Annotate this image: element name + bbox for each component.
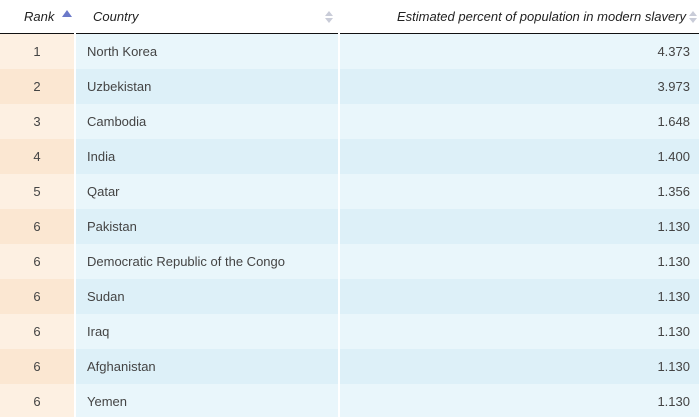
sort-ascending-icon[interactable] bbox=[62, 10, 73, 17]
sort-both-icon[interactable] bbox=[325, 10, 333, 23]
table-body: 1 North Korea 4.373 2 Uzbekistan 3.973 3… bbox=[0, 33, 699, 417]
percent-cell: 1.400 bbox=[339, 138, 699, 174]
table-row: 1 North Korea 4.373 bbox=[0, 33, 699, 69]
percent-cell: 1.130 bbox=[339, 208, 699, 244]
country-cell: India bbox=[75, 138, 340, 174]
table-row: 2 Uzbekistan 3.973 bbox=[0, 68, 699, 104]
country-cell: North Korea bbox=[75, 33, 340, 69]
table-row: 5 Qatar 1.356 bbox=[0, 173, 699, 209]
rank-cell: 2 bbox=[0, 68, 76, 104]
column-header-country-label: Country bbox=[93, 9, 139, 24]
rank-cell: 4 bbox=[0, 138, 76, 174]
percent-cell: 1.130 bbox=[339, 278, 699, 314]
rank-cell: 6 bbox=[0, 243, 76, 279]
percent-cell: 1.130 bbox=[339, 383, 699, 417]
table-row: 6 Pakistan 1.130 bbox=[0, 208, 699, 244]
percent-cell: 1.130 bbox=[339, 348, 699, 384]
percent-cell: 1.130 bbox=[339, 313, 699, 349]
rank-cell: 3 bbox=[0, 103, 76, 139]
column-header-rank-label: Rank bbox=[24, 9, 55, 24]
table-row: 3 Cambodia 1.648 bbox=[0, 103, 699, 139]
table-row: 6 Democratic Republic of the Congo 1.130 bbox=[0, 243, 699, 279]
rank-cell: 6 bbox=[0, 208, 76, 244]
header-row: Rank Country Estimated percent of popula… bbox=[0, 0, 699, 34]
country-cell: Afghanistan bbox=[75, 348, 340, 384]
percent-cell: 4.373 bbox=[339, 33, 699, 69]
rank-cell: 6 bbox=[0, 383, 76, 417]
country-cell: Sudan bbox=[75, 278, 340, 314]
table-row: 6 Iraq 1.130 bbox=[0, 313, 699, 349]
country-cell: Qatar bbox=[75, 173, 340, 209]
column-header-percent-label: Estimated percent of population in moder… bbox=[396, 9, 686, 24]
column-header-percent[interactable]: Estimated percent of population in moder… bbox=[339, 0, 699, 34]
percent-cell: 3.973 bbox=[339, 68, 699, 104]
rank-cell: 1 bbox=[0, 33, 76, 69]
rank-cell: 5 bbox=[0, 173, 76, 209]
table-row: 4 India 1.400 bbox=[0, 138, 699, 174]
percent-cell: 1.130 bbox=[339, 243, 699, 279]
table-row: 6 Sudan 1.130 bbox=[0, 278, 699, 314]
country-cell: Uzbekistan bbox=[75, 68, 340, 104]
country-cell: Pakistan bbox=[75, 208, 340, 244]
column-header-country[interactable]: Country bbox=[75, 0, 339, 34]
country-cell: Yemen bbox=[75, 383, 340, 417]
rank-cell: 6 bbox=[0, 278, 76, 314]
table-header: Rank Country Estimated percent of popula… bbox=[0, 0, 699, 34]
percent-cell: 1.648 bbox=[339, 103, 699, 139]
country-cell: Cambodia bbox=[75, 103, 340, 139]
sort-both-icon[interactable] bbox=[689, 10, 697, 23]
column-header-rank[interactable]: Rank bbox=[0, 0, 75, 34]
table-row: 6 Afghanistan 1.130 bbox=[0, 348, 699, 384]
rank-cell: 6 bbox=[0, 348, 76, 384]
rank-cell: 6 bbox=[0, 313, 76, 349]
table-row: 6 Yemen 1.130 bbox=[0, 383, 699, 417]
country-cell: Democratic Republic of the Congo bbox=[75, 243, 340, 279]
country-cell: Iraq bbox=[75, 313, 340, 349]
percent-cell: 1.356 bbox=[339, 173, 699, 209]
